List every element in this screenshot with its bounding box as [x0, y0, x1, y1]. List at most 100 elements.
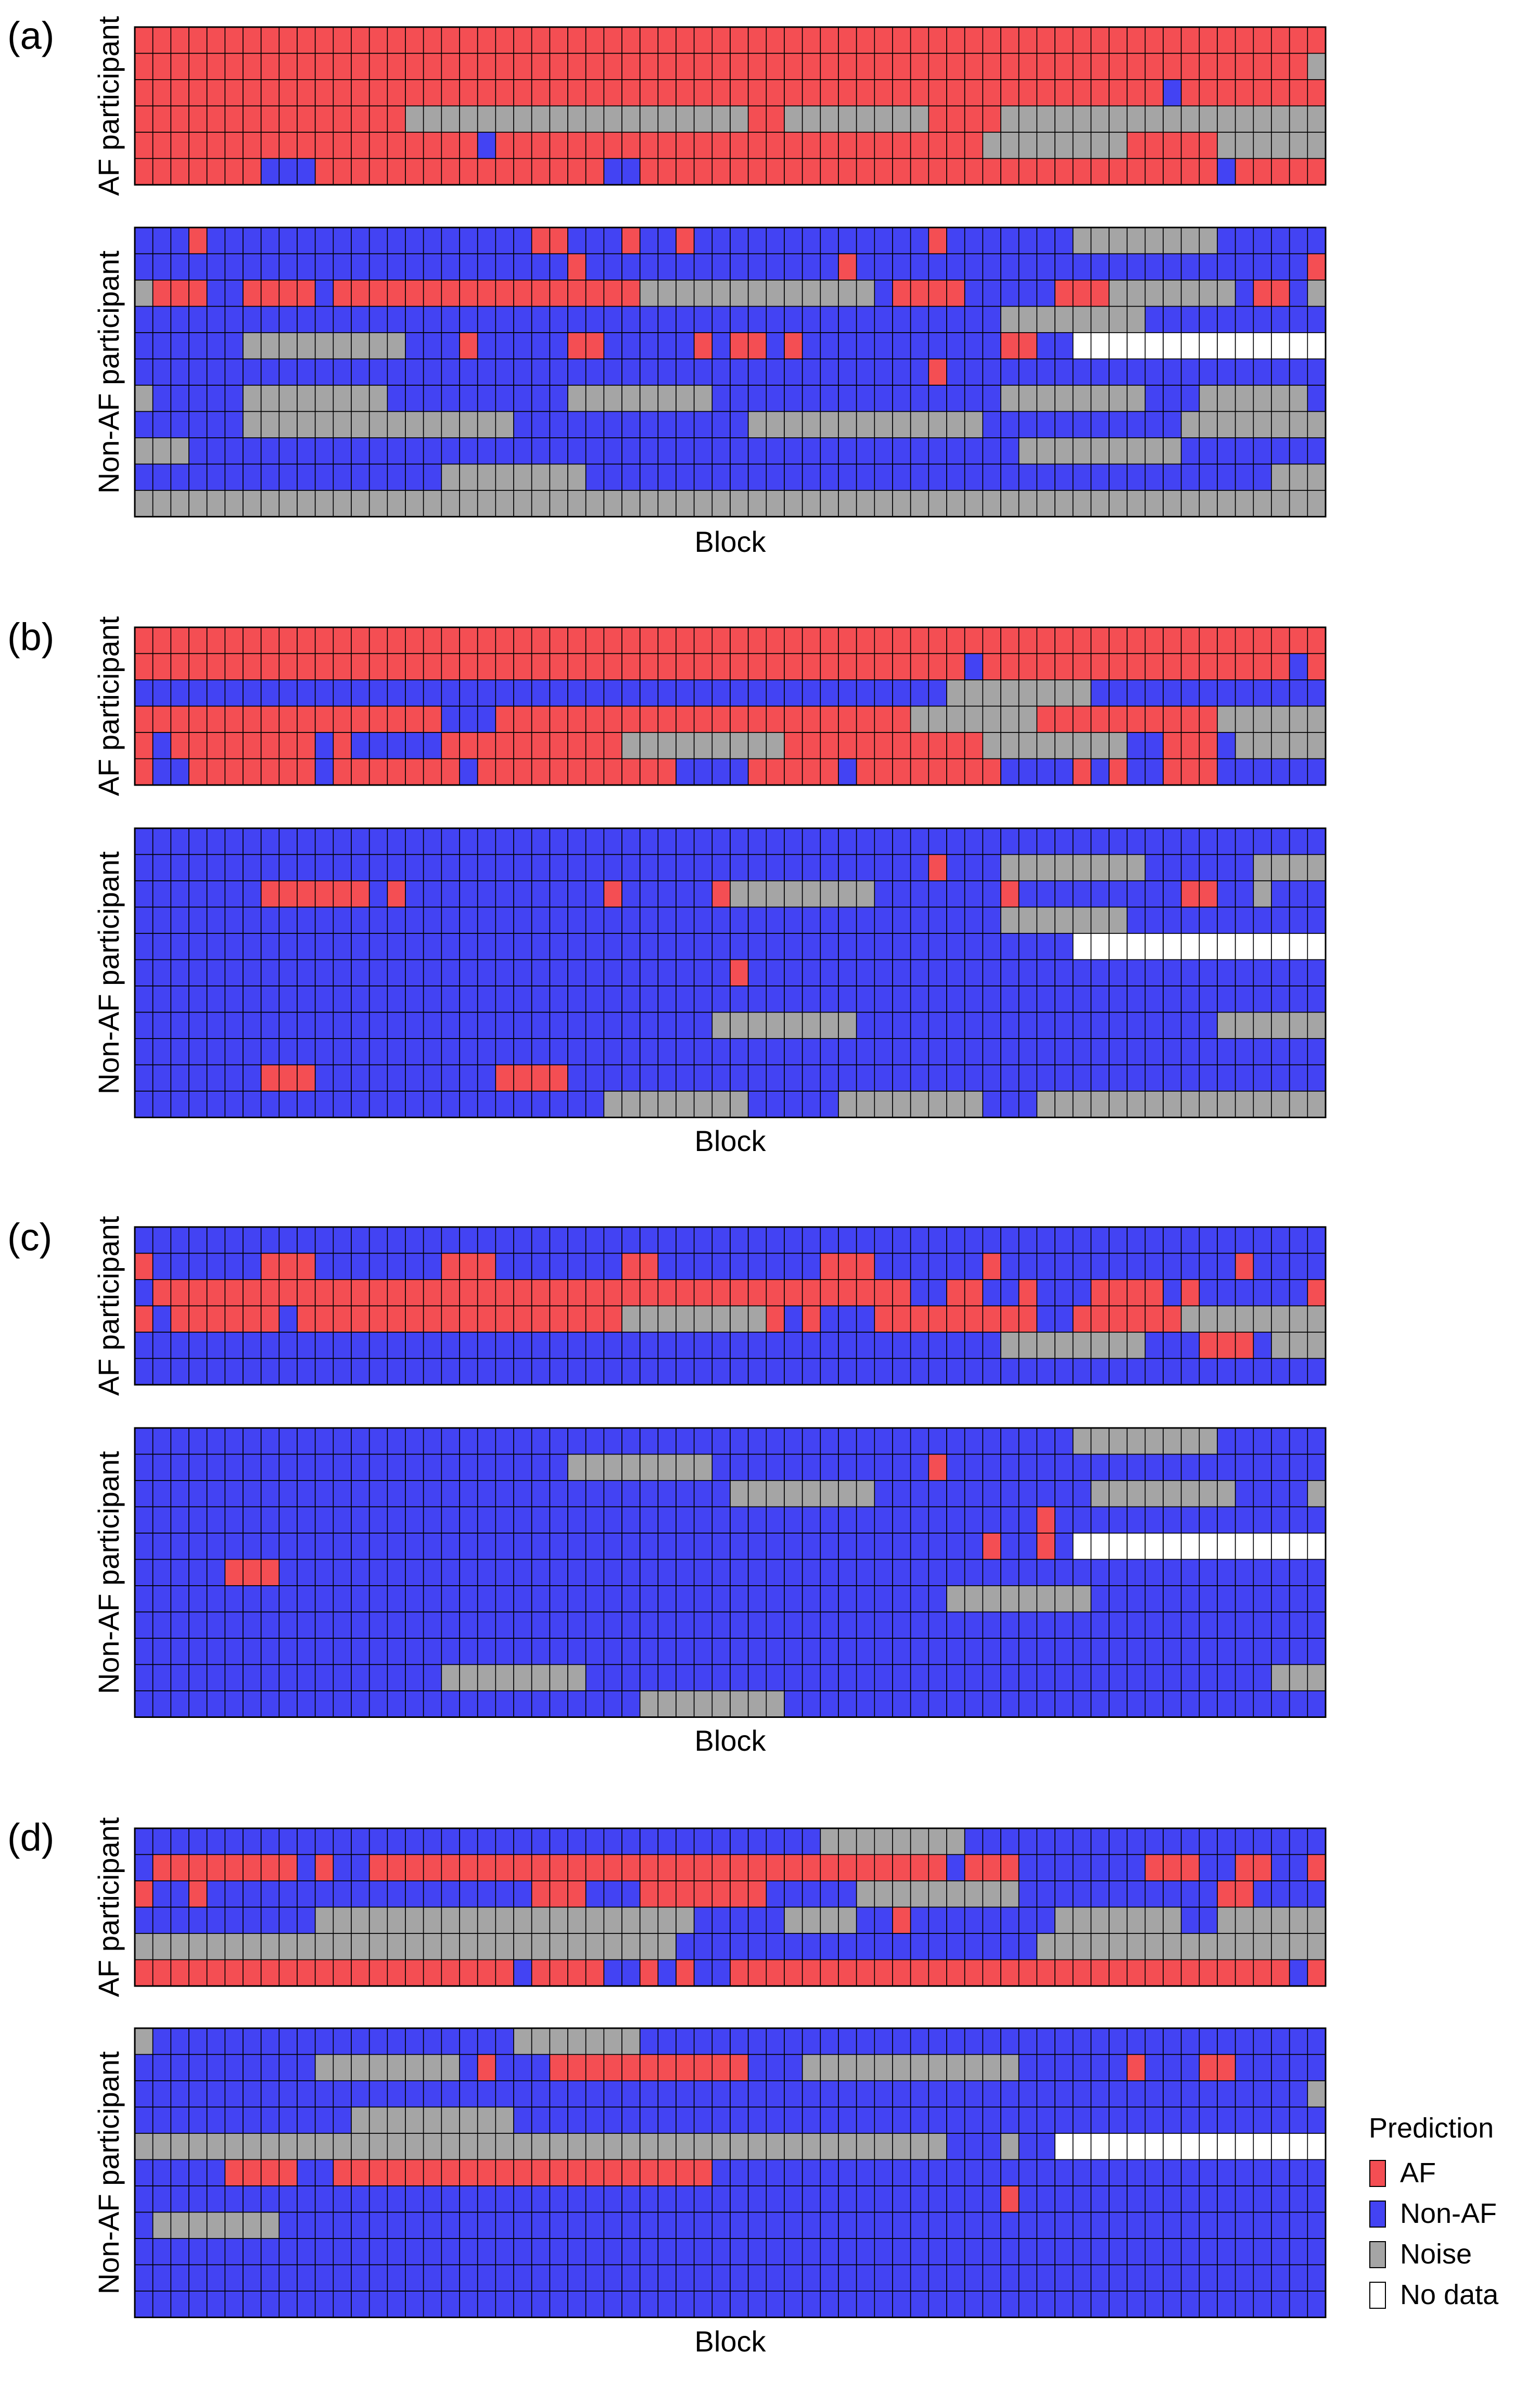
heatmap-cell: [206, 985, 226, 1013]
heatmap-cell: [297, 1906, 316, 1934]
heatmap-cell: [1126, 1959, 1146, 1987]
heatmap-cell: [206, 1453, 226, 1481]
heatmap-cell: [874, 1091, 893, 1118]
heatmap-cell: [1072, 1332, 1092, 1359]
heatmap-cell: [766, 1906, 785, 1934]
heatmap-cell: [784, 1038, 803, 1066]
heatmap-cell: [874, 1064, 893, 1092]
heatmap-cell: [206, 1358, 226, 1385]
heatmap-cell: [964, 27, 984, 54]
heatmap-cell: [657, 2159, 677, 2186]
heatmap-cell: [314, 227, 334, 255]
heatmap-cell: [1072, 1959, 1092, 1987]
heatmap-cell: [964, 385, 984, 412]
heatmap-cell: [585, 1906, 605, 1934]
heatmap-cell: [1180, 1611, 1200, 1639]
heatmap-cell: [368, 2291, 388, 2318]
heatmap-cell: [260, 1585, 280, 1613]
heatmap-cell: [784, 1506, 803, 1534]
heatmap-cell: [1234, 1011, 1254, 1039]
heatmap-cell: [964, 1091, 984, 1118]
heatmap-cell: [531, 332, 551, 360]
heatmap-cell: [964, 358, 984, 386]
heatmap-cell: [1090, 1453, 1110, 1481]
heatmap-cell: [747, 158, 767, 185]
heatmap-cell: [1217, 933, 1236, 960]
heatmap-cell: [1234, 27, 1254, 54]
heatmap-cell: [387, 2080, 406, 2108]
heatmap-cell: [964, 53, 984, 80]
heatmap-cell: [603, 2211, 622, 2239]
heatmap-cell: [892, 828, 911, 855]
heatmap-cell: [964, 332, 984, 360]
heatmap-cell: [1090, 411, 1110, 438]
grid-frame: [134, 626, 1327, 786]
heatmap-cell: [297, 1091, 316, 1118]
heatmap-cell: [260, 653, 280, 680]
heatmap-cell: [856, 1064, 875, 1092]
heatmap-cell: [1271, 880, 1290, 908]
heatmap-cell: [856, 1828, 875, 1855]
heatmap-cell: [928, 1011, 947, 1039]
heatmap-cell: [910, 411, 930, 438]
heatmap-cell: [1307, 679, 1326, 707]
heatmap-cell: [206, 411, 226, 438]
heatmap-cell: [1199, 653, 1218, 680]
heatmap-cell: [585, 27, 605, 54]
heatmap-cell: [567, 27, 587, 54]
heatmap-cell: [1234, 828, 1254, 855]
heatmap-cell: [387, 332, 406, 360]
heatmap-cell: [170, 880, 189, 908]
heatmap-cell: [1144, 906, 1164, 934]
heatmap-cell: [910, 2028, 930, 2055]
heatmap-cell: [278, 2159, 298, 2186]
heatmap-cell: [838, 1358, 857, 1385]
heatmap-cell: [297, 2106, 316, 2134]
heatmap-cell: [495, 959, 514, 987]
heatmap-cell: [730, 985, 749, 1013]
heatmap-cell: [784, 1690, 803, 1718]
heatmap-cell: [801, 385, 821, 412]
heatmap-cell: [603, 1226, 622, 1254]
heatmap-cell: [892, 1506, 911, 1534]
heatmap-cell: [1018, 1906, 1038, 1934]
heatmap-cell: [892, 358, 911, 386]
heatmap-cell: [170, 1828, 189, 1855]
heatmap-cell: [676, 2159, 695, 2186]
heatmap-cell: [549, 1279, 568, 1307]
heatmap-cell: [152, 1480, 172, 1508]
heatmap-cell: [134, 280, 154, 307]
heatmap-cell: [730, 732, 749, 760]
heatmap-cell: [585, 2028, 605, 2055]
heatmap-cell: [892, 1427, 911, 1455]
heatmap-cell: [621, 385, 641, 412]
heatmap-cell: [856, 1038, 875, 1066]
heatmap-cell: [657, 1226, 677, 1254]
heatmap-cell: [1289, 653, 1308, 680]
heatmap-cell: [495, 1305, 514, 1333]
heatmap-cell: [1072, 1305, 1092, 1333]
heatmap-cell: [1253, 653, 1272, 680]
heatmap-cell: [603, 1585, 622, 1613]
heatmap-cell: [423, 1906, 442, 1934]
heatmap-cell: [1307, 1664, 1326, 1691]
heatmap-cell: [333, 2080, 352, 2108]
heatmap-cell: [1018, 1358, 1038, 1385]
heatmap-cell: [1109, 1638, 1128, 1665]
heatmap-cell: [1271, 1533, 1290, 1560]
heatmap-cell: [314, 906, 334, 934]
heatmap-cell: [1126, 385, 1146, 412]
heatmap-cell: [820, 358, 839, 386]
heatmap-cell: [333, 1638, 352, 1665]
heatmap-cell: [224, 985, 244, 1013]
heatmap-cell: [459, 828, 478, 855]
heatmap-cell: [387, 1279, 406, 1307]
heatmap-cell: [711, 1611, 731, 1639]
heatmap-cell: [477, 854, 497, 881]
heatmap-cell: [910, 227, 930, 255]
heatmap-cell: [405, 2028, 424, 2055]
heatmap-cell: [766, 490, 785, 517]
heatmap-cell: [1180, 758, 1200, 786]
heatmap-cell: [134, 679, 154, 707]
heatmap-cell: [1307, 828, 1326, 855]
